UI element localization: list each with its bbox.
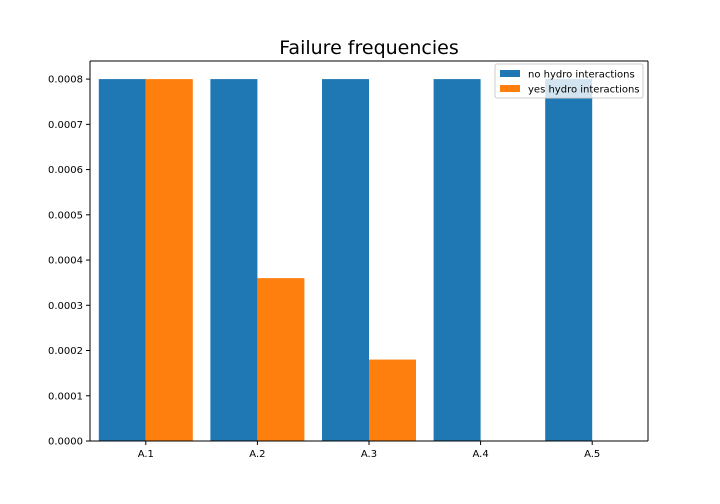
legend-swatch — [500, 70, 520, 77]
x-tick-label: A.5 — [584, 449, 600, 460]
x-tick-label: A.1 — [138, 449, 154, 460]
legend-box — [494, 63, 644, 99]
legend-swatch — [500, 85, 520, 92]
y-tick-label: 0.0007 — [48, 120, 83, 131]
y-tick-label: 0.0004 — [48, 256, 83, 267]
bar-yes-hydro-interactions-A.1 — [145, 79, 193, 441]
legend: no hydro interactions yes hydro interacti… — [494, 63, 644, 99]
bar-no-hydro-interactions-A.4 — [433, 79, 481, 441]
y-tick-label: 0.0003 — [48, 301, 83, 312]
y-tick-label: 0.0006 — [48, 165, 83, 176]
x-tick-label: A.2 — [249, 449, 265, 460]
legend-label: no hydro interactions — [528, 70, 635, 81]
bar-yes-hydro-interactions-A.2 — [257, 278, 305, 441]
x-tick-label: A.4 — [472, 449, 488, 460]
chart-title: Failure frequencies — [279, 37, 458, 59]
y-tick-label: 0.0001 — [48, 391, 83, 402]
bar-no-hydro-interactions-A.1 — [98, 79, 146, 441]
axes-group: 0.0000 0.0001 0.0002 0.0003 0.0004 0.0005 0.00… — [48, 60, 649, 460]
y-tick-label: 0.0005 — [48, 210, 83, 221]
bar-yes-hydro-interactions-A.3 — [369, 359, 416, 441]
y-tick-label: 0.0008 — [48, 75, 83, 86]
legend-label: yes hydro interactions — [528, 85, 640, 96]
bar-no-hydro-interactions-A.3 — [322, 79, 369, 441]
x-tick-label: A.3 — [361, 449, 377, 460]
bar-no-hydro-interactions-A.2 — [210, 79, 258, 441]
bars-group — [98, 79, 593, 441]
bar-no-hydro-interactions-A.5 — [545, 79, 593, 441]
y-tick-label: 0.0000 — [48, 437, 83, 448]
y-tick-label: 0.0002 — [48, 346, 83, 357]
